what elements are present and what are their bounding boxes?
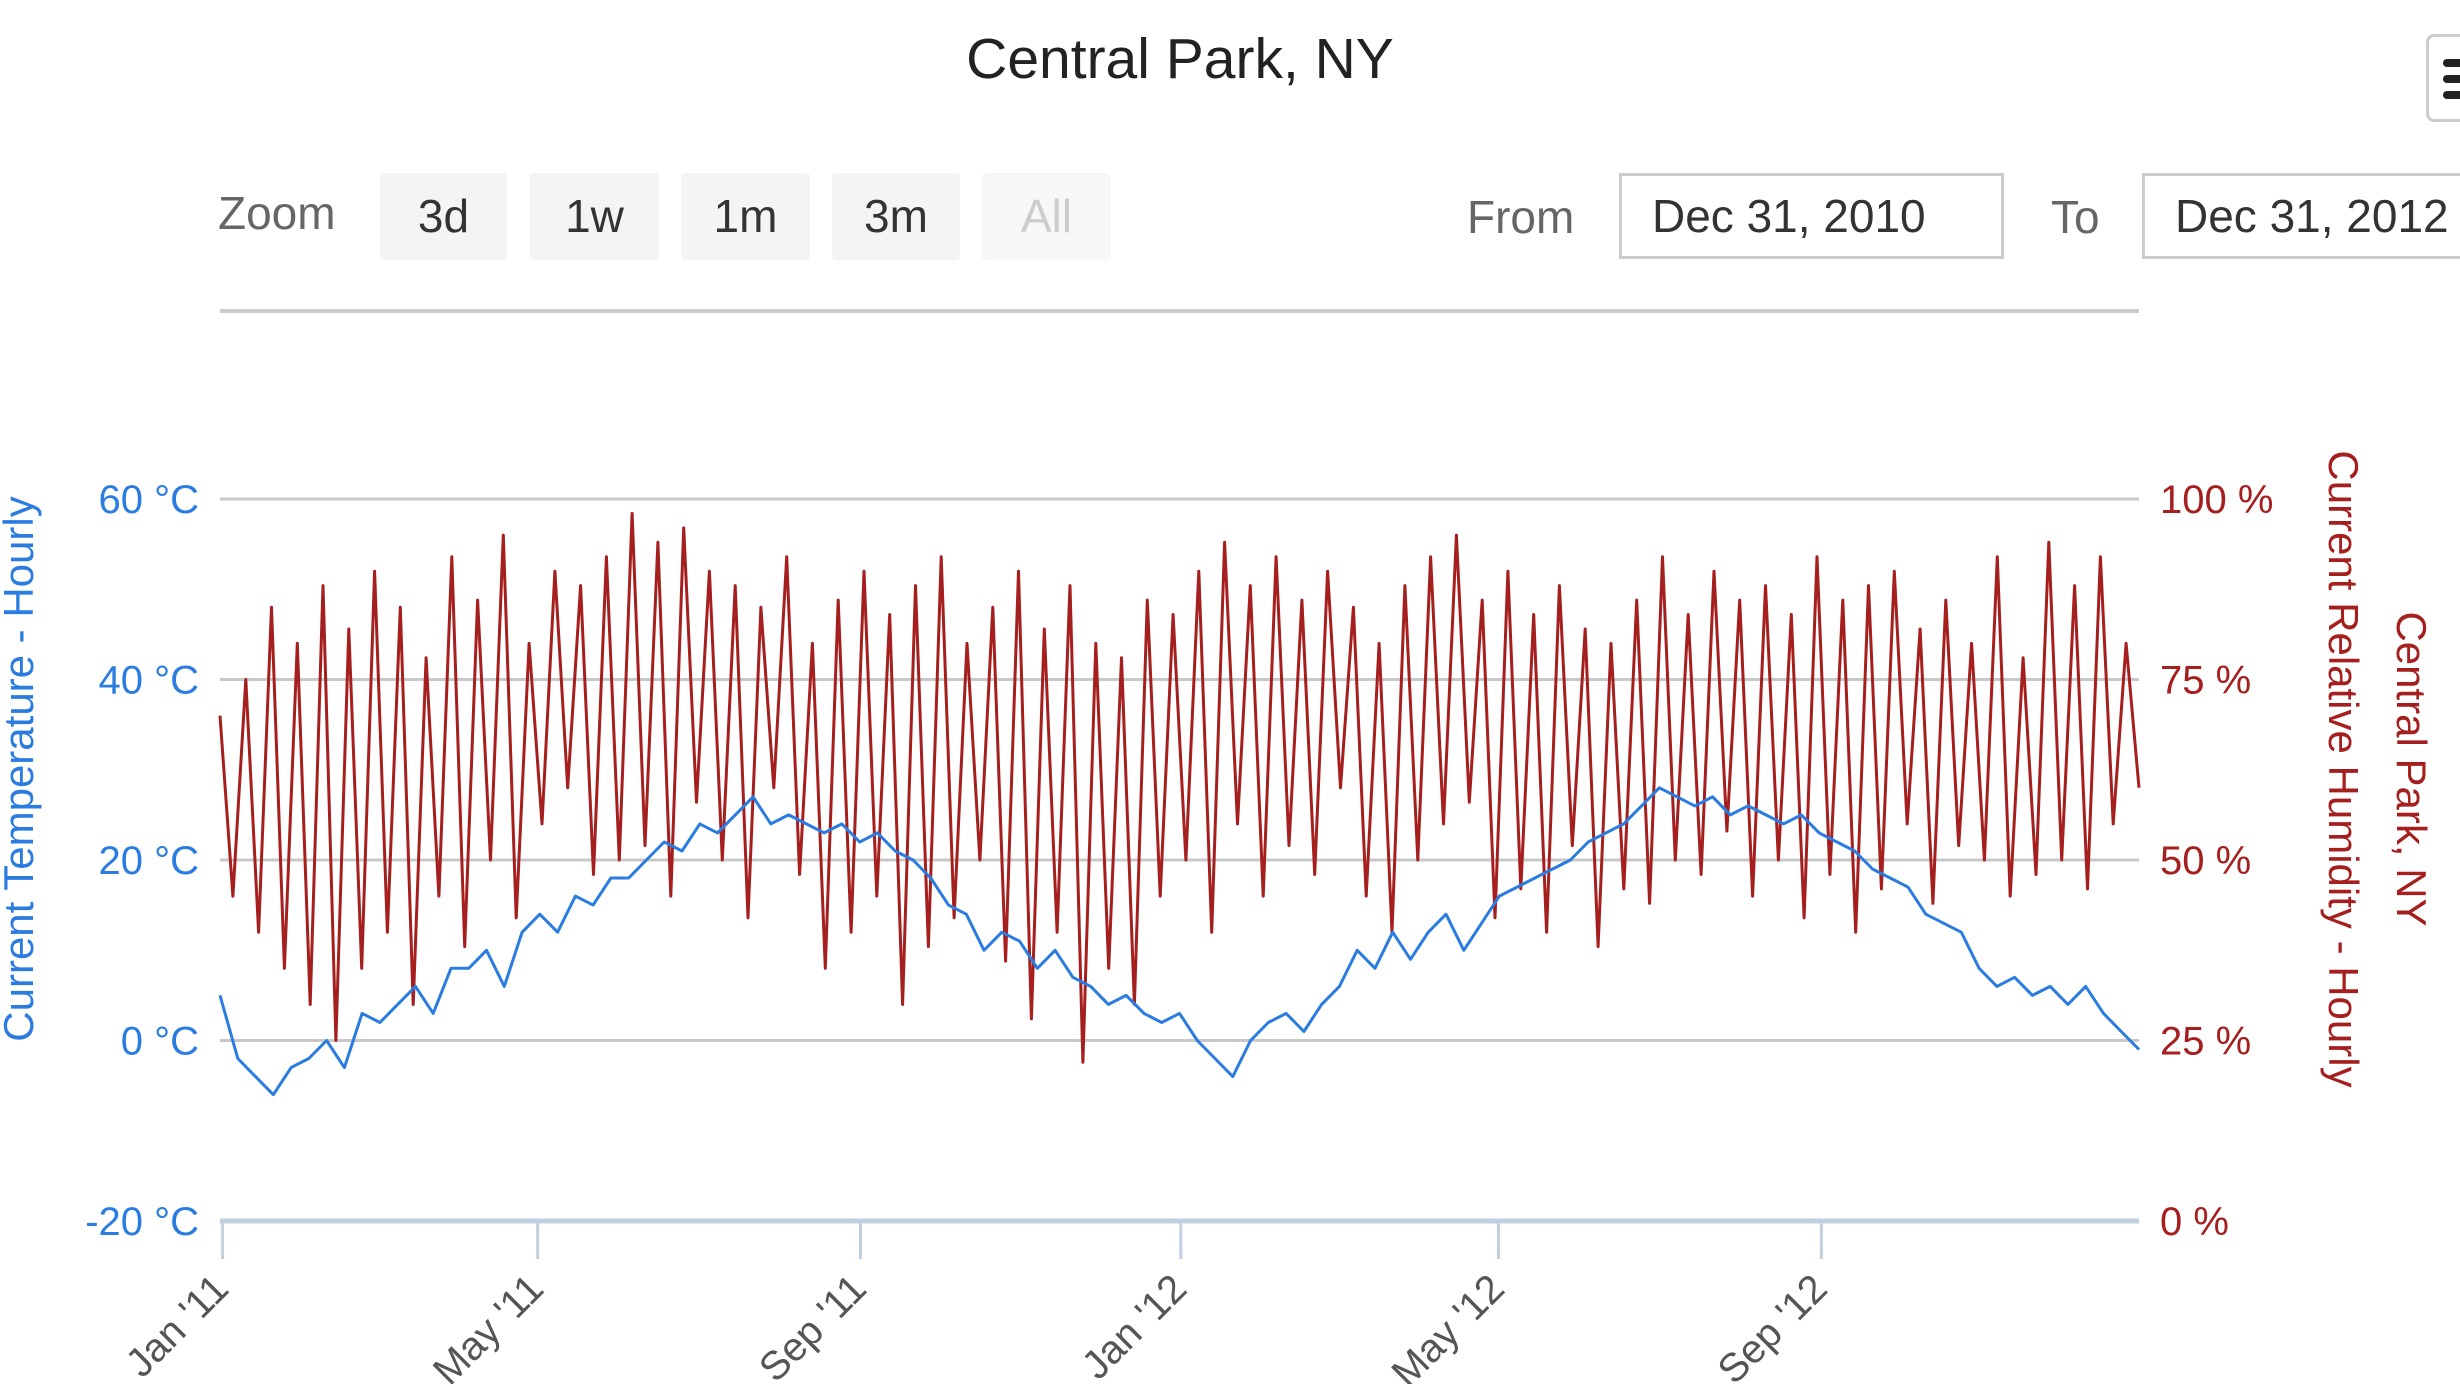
left-axis-tick-label: -20 °C bbox=[85, 1200, 199, 1244]
hamburger-menu-icon-bar bbox=[2443, 75, 2460, 83]
left-axis-tick-label: 0 °C bbox=[121, 1020, 199, 1064]
to-date-input[interactable]: Dec 31, 2012 bbox=[2142, 173, 2460, 259]
right-axis-tick-label: 100 % bbox=[2160, 478, 2273, 522]
left-axis-tick-label: 20 °C bbox=[99, 839, 200, 883]
chart-title: Central Park, NY bbox=[966, 27, 1394, 91]
to-label: To bbox=[2051, 191, 2100, 243]
range-button-3d[interactable]: 3d bbox=[380, 173, 507, 260]
x-axis-tick-label: Jan '12 bbox=[1074, 1266, 1195, 1384]
hamburger-menu-icon bbox=[2443, 59, 2460, 67]
export-menu-button[interactable] bbox=[2426, 34, 2460, 122]
right-axis-tick-label: 0 % bbox=[2160, 1200, 2229, 1244]
humidity-series-line bbox=[218, 511, 2141, 1064]
hamburger-menu-icon-bar bbox=[2443, 91, 2460, 99]
from-label: From bbox=[1467, 191, 1575, 243]
x-axis-tick-label: May '11 bbox=[425, 1266, 552, 1384]
range-button-1m[interactable]: 1m bbox=[681, 173, 810, 260]
zoom-label: Zoom bbox=[218, 187, 336, 239]
right-axis-title: Current Relative Humidity - Hourly bbox=[2320, 450, 2367, 1087]
range-button-3m[interactable]: 3m bbox=[832, 173, 960, 260]
right-axis-tick-label: 50 % bbox=[2160, 839, 2251, 883]
x-axis-tick-label: May '12 bbox=[1384, 1266, 1513, 1384]
left-axis-tick-label: 40 °C bbox=[99, 659, 200, 703]
temperature-series-line bbox=[218, 786, 2141, 1097]
right-axis-subtitle: Central Park, NY bbox=[2388, 611, 2435, 926]
left-axis-title: Current Temperature - Hourly bbox=[0, 496, 42, 1041]
right-axis-tick-label: 75 % bbox=[2160, 659, 2251, 703]
right-axis-tick-label: 25 % bbox=[2160, 1020, 2251, 1064]
x-axis-tick-label: Sep '11 bbox=[751, 1266, 875, 1384]
range-button-1w[interactable]: 1w bbox=[530, 173, 659, 260]
x-axis-tick-label: Sep '12 bbox=[1710, 1266, 1836, 1384]
x-axis-tick-label: Jan '11 bbox=[118, 1266, 237, 1384]
from-date-input[interactable]: Dec 31, 2010 bbox=[1619, 173, 2004, 259]
left-axis-tick-label: 60 °C bbox=[99, 478, 200, 522]
range-button-all[interactable]: All bbox=[982, 173, 1111, 260]
